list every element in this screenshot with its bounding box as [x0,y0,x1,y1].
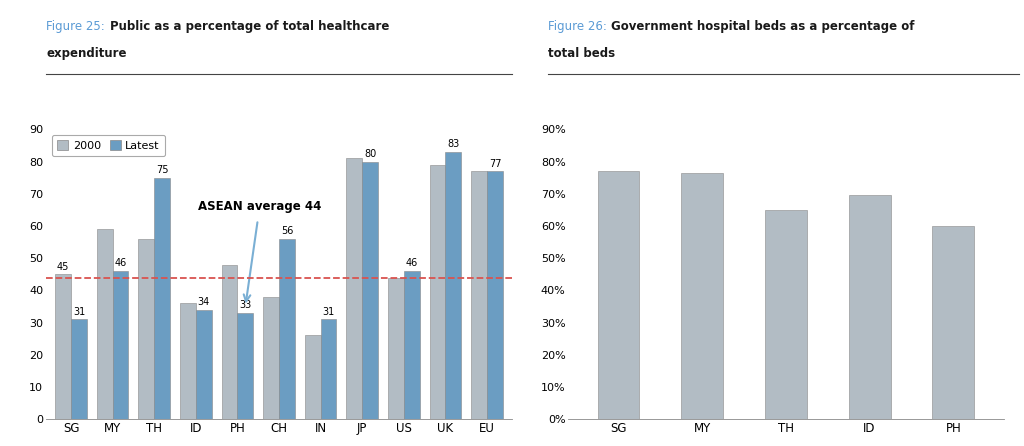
Bar [113,271,128,419]
Bar [388,277,403,419]
Bar [487,171,503,419]
Bar [849,195,891,419]
Bar [221,264,238,419]
Text: Public as a percentage of total healthcare: Public as a percentage of total healthca… [110,20,389,33]
Bar [933,226,974,419]
Bar [471,171,487,419]
Text: 56: 56 [281,226,293,236]
Bar [263,297,279,419]
Bar [305,335,321,419]
Text: Figure 26:: Figure 26: [548,20,610,33]
Text: ASEAN average 44: ASEAN average 44 [199,200,322,213]
Bar [445,152,461,419]
Text: total beds: total beds [548,47,615,60]
Text: 83: 83 [447,139,460,149]
Text: 33: 33 [240,300,252,310]
Bar [681,173,723,419]
Bar [238,313,253,419]
Legend: 2000, Latest: 2000, Latest [51,135,165,157]
Text: expenditure: expenditure [46,47,127,60]
Bar [362,161,378,419]
Bar [403,271,420,419]
Bar [279,239,295,419]
Text: 80: 80 [364,149,376,159]
Text: 45: 45 [57,262,70,272]
Text: 31: 31 [73,307,85,317]
Text: 46: 46 [115,259,127,268]
Text: 77: 77 [488,159,501,169]
Text: 31: 31 [323,307,335,317]
Text: 75: 75 [156,165,168,175]
Text: 34: 34 [198,297,210,307]
Bar [321,319,337,419]
Bar [155,178,170,419]
Bar [196,310,212,419]
Text: Figure 25:: Figure 25: [46,20,109,33]
Text: Government hospital beds as a percentage of: Government hospital beds as a percentage… [611,20,914,33]
Bar [430,165,445,419]
Text: 46: 46 [406,259,418,268]
Bar [97,229,113,419]
Bar [71,319,87,419]
Bar [765,210,807,419]
Bar [598,171,639,419]
Bar [180,303,196,419]
Bar [138,239,155,419]
Bar [346,158,362,419]
Bar [55,274,71,419]
